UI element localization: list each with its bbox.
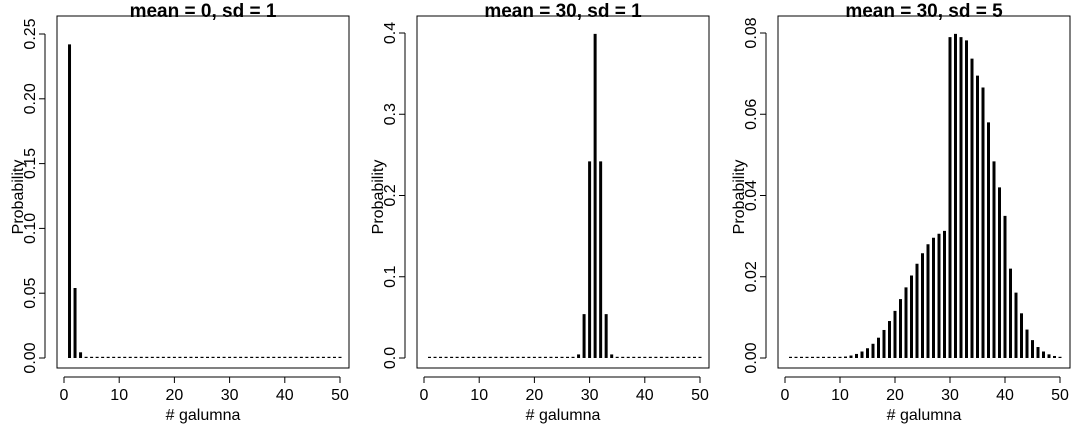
x-tick-label: 20 bbox=[886, 387, 904, 404]
x-axis-label: # galumna bbox=[887, 407, 962, 424]
x-axis: 0 10 20 30 40 50 bbox=[60, 376, 349, 404]
chart-title: mean = 30, sd = 5 bbox=[845, 1, 1003, 22]
y-tick-label: 0.05 bbox=[22, 278, 39, 309]
x-axis-label: # galumna bbox=[526, 407, 601, 424]
x-tick-label: 10 bbox=[470, 387, 488, 404]
y-axis-label: Probability bbox=[370, 160, 387, 235]
x-tick-label: 40 bbox=[636, 387, 654, 404]
y-tick-label: 0.08 bbox=[743, 17, 760, 48]
plot-frame bbox=[56, 15, 350, 369]
x-tick-label: 30 bbox=[221, 387, 239, 404]
x-tick-label: 40 bbox=[996, 387, 1014, 404]
panel-3: mean = 30, sd = 5 # galumna Probability … bbox=[731, 1, 1071, 424]
y-tick-label: 0.04 bbox=[743, 180, 760, 211]
bars bbox=[428, 33, 702, 358]
y-axis: 0.0 0.1 0.2 0.3 0.4 bbox=[382, 22, 406, 369]
x-tick-label: 50 bbox=[691, 387, 709, 404]
x-tick-label: 10 bbox=[831, 387, 849, 404]
x-tick-label: 50 bbox=[331, 387, 349, 404]
x-tick-label: 20 bbox=[526, 387, 544, 404]
y-tick-label: 0.00 bbox=[22, 342, 39, 373]
plot-frame bbox=[777, 15, 1071, 369]
y-tick-label: 0.15 bbox=[22, 148, 39, 179]
chart-title: mean = 0, sd = 1 bbox=[130, 1, 277, 22]
x-tick-label: 20 bbox=[166, 387, 184, 404]
y-tick-label: 0.02 bbox=[743, 261, 760, 292]
panel-2: mean = 30, sd = 1 # galumna Probability … bbox=[370, 1, 710, 424]
y-axis: 0.00 0.02 0.04 0.06 0.08 bbox=[743, 17, 767, 374]
x-tick-label: 40 bbox=[276, 387, 294, 404]
x-tick-label: 0 bbox=[781, 387, 790, 404]
x-tick-label: 50 bbox=[1051, 387, 1069, 404]
y-tick-label: 0.10 bbox=[22, 213, 39, 244]
y-axis-label: Probability bbox=[10, 160, 27, 235]
bars bbox=[789, 33, 1062, 358]
y-tick-label: 0.0 bbox=[382, 347, 399, 369]
x-tick-label: 30 bbox=[941, 387, 959, 404]
y-tick-label: 0.00 bbox=[743, 342, 760, 373]
bars bbox=[68, 44, 342, 358]
x-tick-label: 30 bbox=[581, 387, 599, 404]
x-tick-label: 0 bbox=[420, 387, 429, 404]
y-tick-label: 0.4 bbox=[382, 22, 399, 44]
x-axis: 0 10 20 30 40 50 bbox=[781, 376, 1069, 404]
y-axis: 0.00 0.05 0.10 0.15 0.20 0.25 bbox=[22, 18, 46, 374]
y-tick-label: 0.2 bbox=[382, 184, 399, 206]
chart-title: mean = 30, sd = 1 bbox=[484, 1, 642, 22]
y-tick-label: 0.25 bbox=[22, 18, 39, 49]
plot-frame bbox=[416, 15, 710, 369]
x-tick-label: 10 bbox=[110, 387, 128, 404]
x-axis-label: # galumna bbox=[166, 407, 241, 424]
x-tick-label: 0 bbox=[60, 387, 69, 404]
y-tick-label: 0.20 bbox=[22, 83, 39, 114]
y-tick-label: 0.1 bbox=[382, 266, 399, 288]
y-tick-label: 0.3 bbox=[382, 103, 399, 125]
panel-1: mean = 0, sd = 1 # galumna Probability 0… bbox=[10, 1, 350, 424]
y-tick-label: 0.06 bbox=[743, 99, 760, 130]
x-axis: 0 10 20 30 40 50 bbox=[420, 376, 709, 404]
y-axis-label: Probability bbox=[731, 160, 748, 235]
